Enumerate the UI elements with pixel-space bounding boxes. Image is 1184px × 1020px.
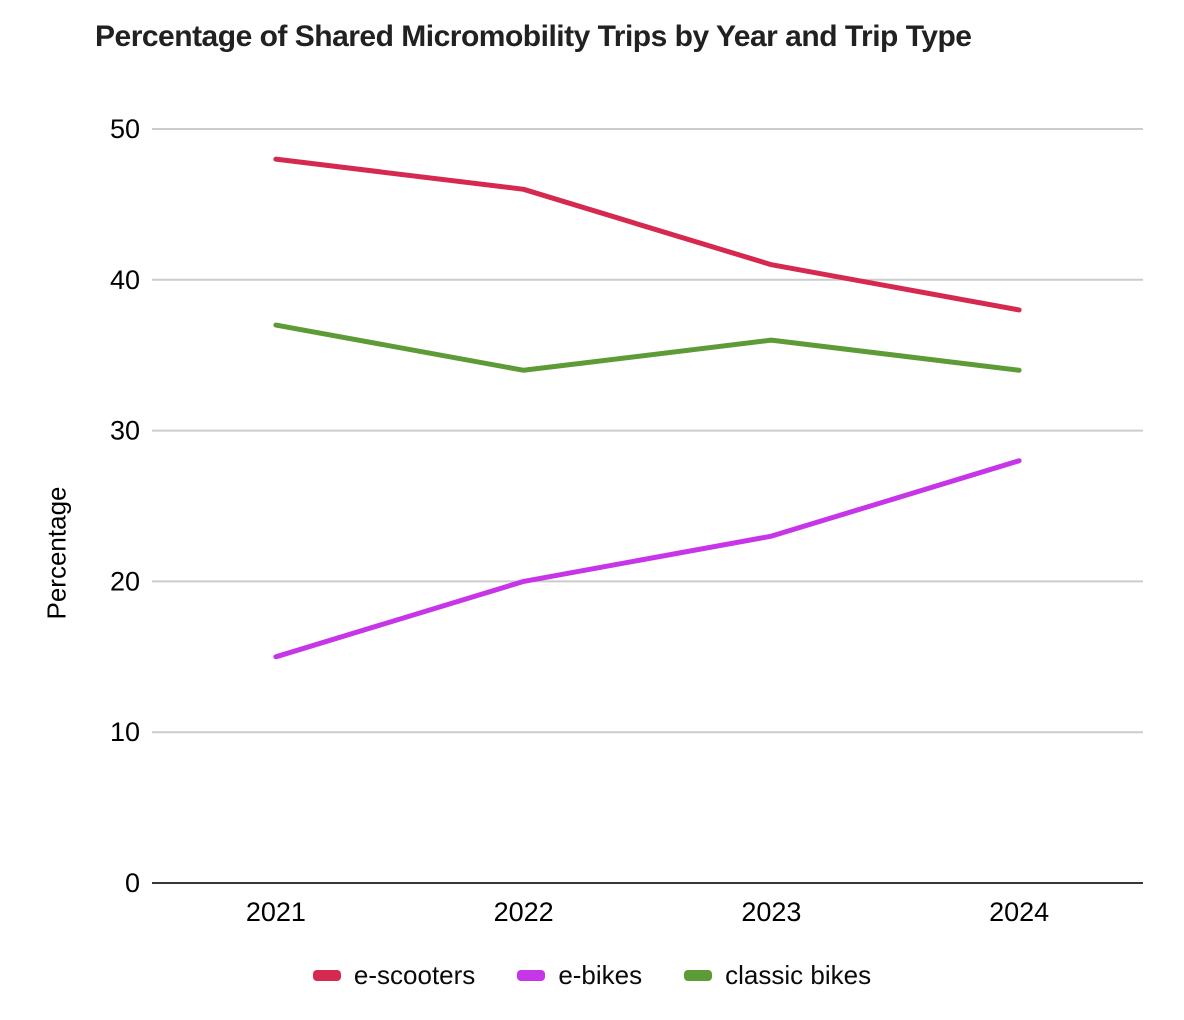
y-tick-label: 30 — [110, 416, 140, 446]
y-tick-label: 50 — [110, 114, 140, 144]
y-tick-label: 40 — [110, 265, 140, 295]
y-tick-label: 10 — [110, 717, 140, 747]
series-line-e-bikes — [273, 458, 1022, 660]
legend-item-e-scooters: e-scooters — [312, 960, 476, 991]
legend-swatch-e-scooters-icon — [312, 970, 341, 981]
x-tick-label: 2024 — [989, 897, 1049, 927]
legend-swatch-e-bikes-icon — [517, 970, 546, 981]
series-line-classic-bikes — [273, 322, 1022, 373]
legend-label-classic-bikes: classic bikes — [725, 960, 872, 990]
legend-swatch-classic-bikes-icon — [684, 970, 713, 981]
legend: e-scooters e-bikes classic bikes — [0, 960, 1184, 991]
x-tick-label: 2023 — [741, 897, 801, 927]
legend-label-e-bikes: e-bikes — [558, 960, 643, 990]
series-line-e-scooters — [273, 156, 1022, 313]
y-tick-label: 0 — [125, 868, 140, 898]
legend-label-e-scooters: e-scooters — [353, 960, 476, 990]
legend-item-e-bikes: e-bikes — [517, 960, 642, 991]
x-tick-label: 2021 — [246, 897, 306, 927]
chart-title: Percentage of Shared Micromobility Trips… — [95, 20, 972, 53]
legend-item-classic-bikes: classic bikes — [684, 960, 871, 991]
y-tick-label: 20 — [110, 566, 140, 596]
x-tick-label: 2022 — [494, 897, 554, 927]
